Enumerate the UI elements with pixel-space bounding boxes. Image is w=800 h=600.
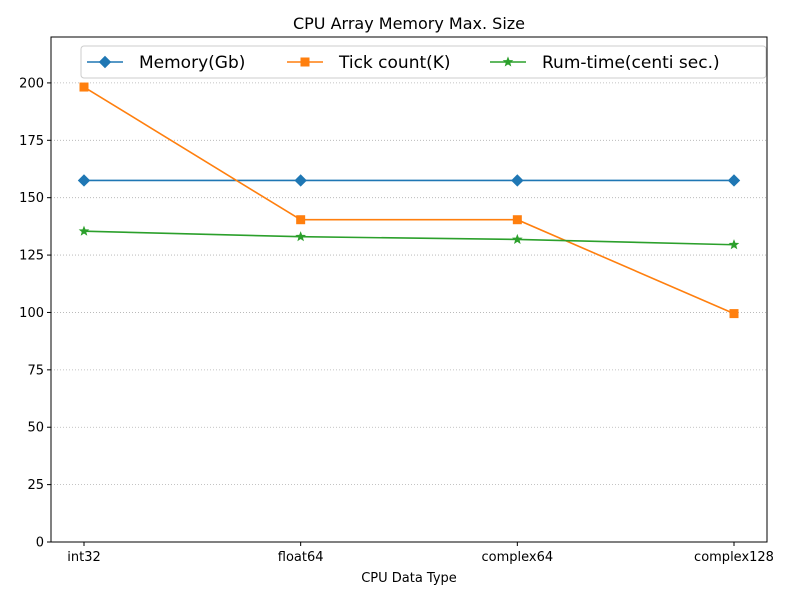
y-tick-label: 175 [19, 134, 44, 149]
data-point [78, 225, 90, 236]
data-point [729, 309, 739, 319]
x-tick-label: complex64 [482, 550, 554, 565]
data-point [296, 215, 306, 225]
legend-box [80, 45, 767, 79]
legend-label: Tick count(K) [338, 53, 451, 73]
legend-marker [98, 55, 112, 69]
y-tick-label: 75 [27, 363, 44, 378]
axes: 0 25 50 75 100 125 150 175 200 int32 float64 comple… [19, 76, 774, 565]
y-tick-label: 100 [19, 306, 44, 321]
data-point [728, 239, 740, 250]
series-group [77, 82, 741, 319]
series-line [83, 86, 735, 315]
legend-entry: Memory(Gb) [87, 53, 245, 73]
x-tick-label: int32 [67, 550, 101, 565]
data-point [727, 174, 741, 187]
y-tick-label: 200 [19, 76, 44, 91]
y-tick-label: 50 [27, 421, 44, 436]
legend-entry: Tick count(K) [287, 53, 451, 73]
series-0 [77, 174, 741, 187]
y-tick-label: 150 [19, 191, 44, 206]
data-point [511, 174, 524, 187]
x-tick-label: float64 [278, 550, 324, 565]
data-point [512, 215, 522, 225]
x-axis-label: CPU Data Type [361, 571, 457, 586]
series-line [83, 230, 735, 246]
data-point [294, 174, 307, 187]
legend: Memory(Gb) Tick count(K) Rum-time(centi se… [80, 45, 767, 79]
y-tick-label: 25 [27, 478, 44, 493]
data-point [77, 174, 91, 187]
data-point [79, 82, 89, 92]
plot-area-frame [50, 36, 768, 543]
legend-marker [502, 56, 514, 67]
series-2 [78, 225, 740, 250]
y-tick-label: 125 [19, 249, 44, 264]
data-point [512, 233, 523, 244]
x-tick-label: complex128 [694, 550, 774, 565]
legend-marker [300, 57, 310, 67]
legend-entry: Rum-time(centi sec.) [490, 53, 720, 73]
legend-label: Rum-time(centi sec.) [542, 53, 720, 73]
series-1 [79, 82, 739, 319]
grid-lines [51, 82, 767, 486]
data-point [295, 231, 306, 242]
y-tick-label: 0 [36, 536, 44, 551]
chart-title: CPU Array Memory Max. Size [293, 14, 525, 33]
legend-label: Memory(Gb) [139, 53, 245, 73]
